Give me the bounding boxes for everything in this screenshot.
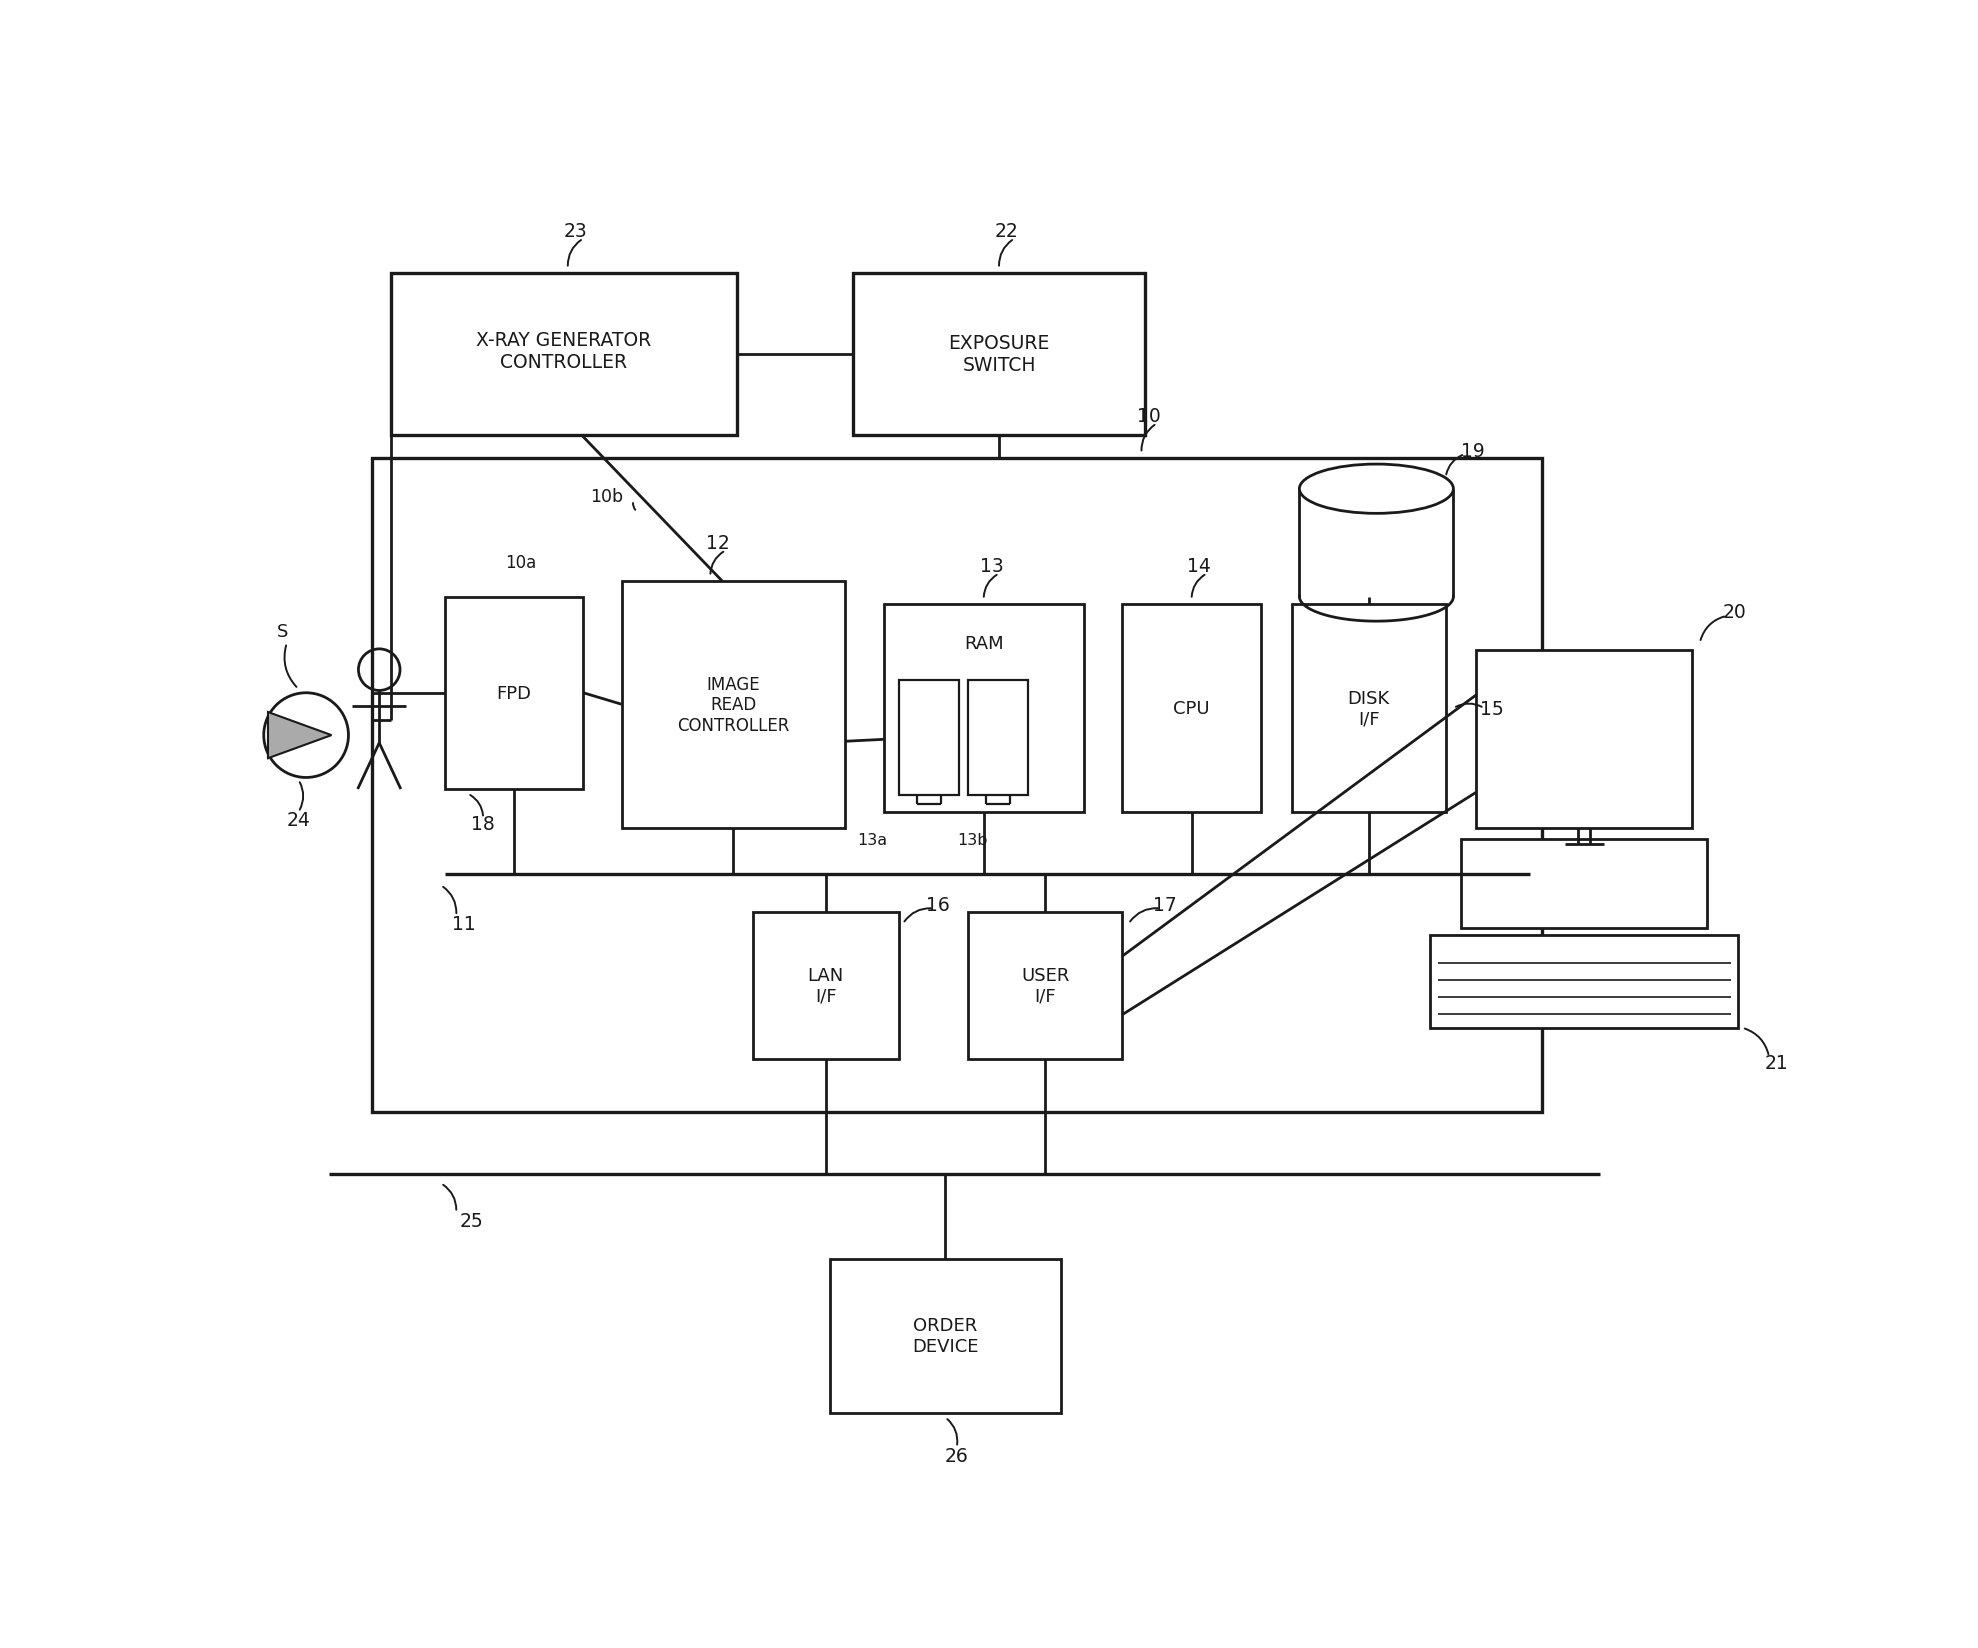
Text: 23: 23	[564, 222, 587, 241]
Bar	[1430, 936, 1739, 1028]
Bar	[1122, 605, 1260, 812]
Bar	[1292, 605, 1446, 812]
Text: 13: 13	[979, 557, 1003, 575]
Text: 13b: 13b	[957, 832, 987, 847]
Text: ORDER
DEVICE: ORDER DEVICE	[912, 1317, 979, 1355]
Text: LAN
I/F: LAN I/F	[807, 966, 845, 1005]
Text: 18: 18	[471, 814, 494, 834]
Text: FPD: FPD	[496, 684, 532, 702]
Bar	[1476, 651, 1691, 827]
Text: 24: 24	[287, 811, 311, 831]
Text: 22: 22	[995, 222, 1019, 241]
Text: DISK
I/F: DISK I/F	[1347, 689, 1391, 728]
Bar	[1462, 839, 1707, 928]
Polygon shape	[267, 712, 332, 758]
Bar	[853, 274, 1145, 435]
Text: 17: 17	[1153, 895, 1177, 915]
Bar	[445, 597, 584, 789]
Text: 20: 20	[1723, 603, 1747, 621]
Bar	[898, 681, 959, 796]
Text: 16: 16	[926, 895, 949, 915]
Bar	[754, 913, 898, 1060]
Ellipse shape	[1300, 465, 1454, 514]
Text: X-RAY GENERATOR
CONTROLLER: X-RAY GENERATOR CONTROLLER	[477, 330, 651, 371]
Text: EXPOSURE
SWITCH: EXPOSURE SWITCH	[947, 335, 1050, 376]
Text: 14: 14	[1187, 557, 1211, 575]
Text: 19: 19	[1462, 442, 1485, 460]
Bar	[621, 582, 845, 827]
Bar	[372, 458, 1543, 1112]
Text: 15: 15	[1480, 699, 1503, 719]
Text: USER
I/F: USER I/F	[1021, 966, 1070, 1005]
Text: 25: 25	[459, 1211, 483, 1229]
Text: 26: 26	[945, 1445, 969, 1465]
Text: 10a: 10a	[504, 554, 536, 572]
Text: 13a: 13a	[856, 832, 886, 847]
Bar	[829, 1259, 1060, 1412]
Bar	[969, 913, 1122, 1060]
Text: 21: 21	[1764, 1053, 1788, 1073]
Bar	[392, 274, 738, 435]
Text: 12: 12	[706, 534, 730, 552]
Text: RAM: RAM	[963, 634, 1003, 653]
Text: 10b: 10b	[589, 488, 623, 506]
Text: 10: 10	[1137, 407, 1161, 425]
Text: CPU: CPU	[1173, 700, 1211, 719]
Bar	[969, 681, 1029, 796]
Bar	[884, 605, 1084, 812]
Text: IMAGE
READ
CONTROLLER: IMAGE READ CONTROLLER	[676, 676, 789, 735]
Text: S: S	[277, 623, 289, 641]
Text: 11: 11	[453, 915, 477, 934]
